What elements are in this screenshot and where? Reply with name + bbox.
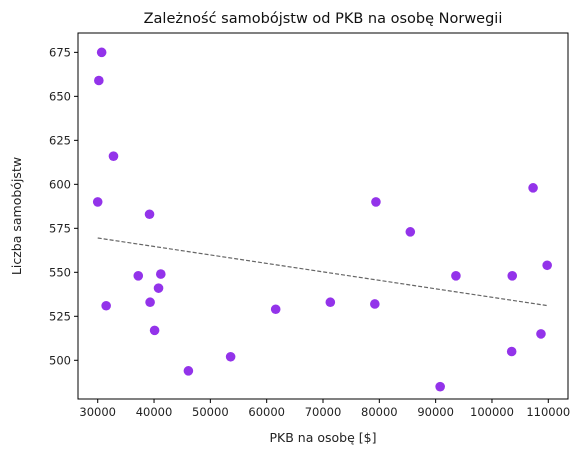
data-point [92, 197, 103, 207]
x-tick-label: 60000 [248, 405, 285, 419]
plot-frame [77, 32, 569, 400]
y-tick-label: 625 [49, 133, 71, 147]
chart-title: Zależność samobójstw od PKB na osobę Nor… [144, 11, 503, 27]
data-point [435, 381, 445, 392]
data-point [183, 366, 194, 376]
data-point [325, 297, 336, 308]
x-tick-label: 30000 [79, 405, 116, 419]
x-tick-label: 90000 [417, 405, 454, 419]
x-tick-label: 100000 [470, 405, 514, 419]
data-point [371, 197, 381, 207]
y-tick-label: 650 [49, 89, 71, 103]
data-point [133, 271, 144, 281]
data-point [155, 269, 166, 279]
data-point [149, 325, 160, 336]
data-point [507, 271, 518, 281]
data-point [528, 183, 538, 193]
x-tick-label: 50000 [192, 405, 229, 419]
data-point [144, 209, 155, 220]
x-tick-label: 70000 [305, 405, 342, 419]
x-tick-label: 80000 [361, 405, 398, 419]
plot-area: 30000 40000 50000 60000 70000 80000 90000 10000… [49, 45, 570, 419]
data-point [101, 300, 111, 311]
x-tick-label: 110000 [526, 405, 570, 419]
y-tick-label: 500 [49, 353, 71, 367]
y-tick-label: 600 [49, 177, 71, 191]
data-point [506, 346, 517, 357]
data-point [270, 304, 281, 315]
data-point [370, 299, 380, 309]
data-point [153, 283, 164, 293]
x-axis-label: PKB na osobę [$] [270, 430, 377, 445]
data-point [96, 47, 107, 58]
y-tick-label: 550 [49, 265, 71, 279]
y-tick-label: 525 [49, 309, 71, 323]
data-point [108, 151, 119, 161]
y-tick-label: 675 [49, 45, 71, 59]
x-tick-label: 40000 [136, 405, 173, 419]
data-point [542, 260, 552, 271]
trend-line [97, 237, 549, 307]
y-axis-label: Liczba samobójstw [9, 157, 24, 275]
data-point [225, 351, 236, 362]
data-point [451, 271, 461, 281]
data-point [94, 75, 104, 86]
y-tick-label: 575 [49, 221, 71, 235]
data-point [405, 227, 416, 237]
data-point [145, 297, 155, 308]
data-point [536, 329, 546, 339]
